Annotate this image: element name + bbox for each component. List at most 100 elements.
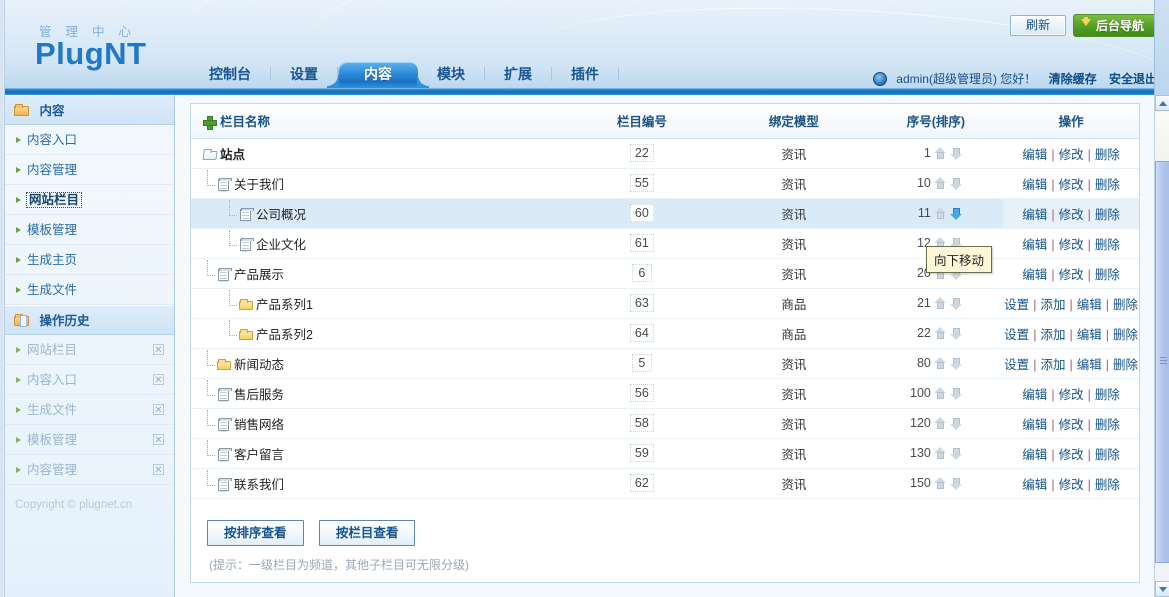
action-link-编辑[interactable]: 编辑 — [1076, 297, 1102, 312]
action-link-删除[interactable]: 删除 — [1094, 237, 1120, 252]
move-down-icon[interactable] — [949, 327, 963, 340]
action-link-编辑[interactable]: 编辑 — [1022, 147, 1048, 162]
history-item-模板管理[interactable]: 模板管理 ✕ — [5, 425, 174, 455]
action-link-删除[interactable]: 删除 — [1094, 477, 1120, 492]
backend-nav-button[interactable]: 后台导航 — [1073, 14, 1156, 37]
sidebar-item-内容入口[interactable]: 内容入口 — [5, 125, 174, 155]
move-up-icon[interactable] — [933, 357, 947, 370]
action-link-编辑[interactable]: 编辑 — [1022, 177, 1048, 192]
action-link-删除[interactable]: 删除 — [1094, 177, 1120, 192]
action-link-设置[interactable]: 设置 — [1004, 327, 1030, 342]
table-row[interactable]: 产品展示 6 资讯 20 编辑 | 修改 | 删除 — [191, 258, 1139, 289]
sidebar-item-生成主页[interactable]: 生成主页 — [5, 245, 174, 275]
refresh-button[interactable]: 刷新 — [1010, 15, 1066, 36]
vertical-scrollbar[interactable] — [1154, 95, 1169, 597]
remove-history-icon[interactable]: ✕ — [153, 404, 164, 416]
scroll-down-button[interactable] — [1155, 581, 1169, 597]
action-link-编辑[interactable]: 编辑 — [1022, 237, 1048, 252]
remove-history-icon[interactable]: ✕ — [153, 374, 164, 386]
sidebar-item-模板管理[interactable]: 模板管理 — [5, 215, 174, 245]
move-down-icon[interactable] — [949, 177, 963, 190]
action-link-删除[interactable]: 删除 — [1112, 357, 1138, 372]
move-up-icon[interactable] — [933, 417, 947, 430]
action-link-编辑[interactable]: 编辑 — [1022, 387, 1048, 402]
history-item-内容管理[interactable]: 内容管理 ✕ — [5, 455, 174, 485]
view-by-sort-button[interactable]: 按排序查看 — [207, 520, 304, 546]
action-link-修改[interactable]: 修改 — [1058, 387, 1084, 402]
logout-link[interactable]: 安全退出 — [1108, 72, 1157, 86]
remove-history-icon[interactable]: ✕ — [153, 464, 164, 476]
table-row[interactable]: 企业文化 61 资讯 12 编辑 | 修改 | 删除 — [191, 228, 1139, 259]
move-up-icon[interactable] — [933, 477, 947, 490]
move-up-icon[interactable] — [933, 177, 947, 190]
move-down-icon[interactable] — [949, 297, 963, 310]
move-down-icon[interactable] — [949, 417, 963, 430]
action-link-修改[interactable]: 修改 — [1058, 447, 1084, 462]
table-row[interactable]: 客户留言 59 资讯 130 编辑 | 修改 | 删除 — [191, 438, 1139, 469]
tab-modules[interactable]: 模块 — [437, 66, 465, 82]
column-name-label[interactable]: 站点 — [220, 147, 246, 162]
column-name-label[interactable]: 关于我们 — [234, 177, 285, 192]
column-name-label[interactable]: 售后服务 — [234, 387, 285, 402]
table-row[interactable]: 站点 22 资讯 1 编辑 | 修改 | 删除 — [191, 138, 1139, 169]
action-link-编辑[interactable]: 编辑 — [1022, 267, 1048, 282]
scrollbar-thumb[interactable] — [1155, 161, 1169, 563]
table-row[interactable]: 销售网络 58 资讯 120 编辑 | 修改 | 删除 — [191, 408, 1139, 439]
action-link-添加[interactable]: 添加 — [1040, 297, 1066, 312]
action-link-添加[interactable]: 添加 — [1040, 327, 1066, 342]
action-link-修改[interactable]: 修改 — [1058, 177, 1084, 192]
action-link-编辑[interactable]: 编辑 — [1076, 357, 1102, 372]
move-down-icon[interactable] — [949, 147, 963, 160]
tab-plugins[interactable]: 插件 — [571, 66, 599, 82]
action-link-编辑[interactable]: 编辑 — [1022, 477, 1048, 492]
action-link-删除[interactable]: 删除 — [1094, 207, 1120, 222]
action-link-删除[interactable]: 删除 — [1112, 297, 1138, 312]
action-link-修改[interactable]: 修改 — [1058, 477, 1084, 492]
column-name-label[interactable]: 客户留言 — [234, 447, 285, 462]
column-name-label[interactable]: 公司概况 — [256, 207, 307, 222]
action-link-添加[interactable]: 添加 — [1040, 357, 1066, 372]
history-item-生成文件[interactable]: 生成文件 ✕ — [5, 395, 174, 425]
add-plus-icon[interactable] — [203, 116, 217, 131]
table-row[interactable]: 售后服务 56 资讯 100 编辑 | 修改 | 删除 — [191, 378, 1139, 409]
action-link-设置[interactable]: 设置 — [1004, 357, 1030, 372]
action-link-删除[interactable]: 删除 — [1094, 447, 1120, 462]
column-name-label[interactable]: 销售网络 — [234, 417, 285, 432]
action-link-删除[interactable]: 删除 — [1094, 147, 1120, 162]
action-link-修改[interactable]: 修改 — [1058, 147, 1084, 162]
move-up-icon[interactable] — [933, 387, 947, 400]
action-link-编辑[interactable]: 编辑 — [1022, 207, 1048, 222]
table-row[interactable]: 公司概况 60 资讯 11 编辑 | 修改 | 删除 — [191, 198, 1139, 229]
move-down-icon[interactable] — [949, 447, 963, 460]
sidebar-item-网站栏目[interactable]: 网站栏目 — [5, 185, 174, 215]
move-up-icon[interactable] — [933, 297, 947, 310]
tab-content[interactable]: 内容 — [327, 62, 429, 88]
move-down-icon[interactable] — [949, 477, 963, 490]
sidebar-item-生成文件[interactable]: 生成文件 — [5, 275, 174, 305]
action-link-修改[interactable]: 修改 — [1058, 237, 1084, 252]
column-name-label[interactable]: 产品系列1 — [256, 297, 313, 312]
view-by-column-button[interactable]: 按栏目查看 — [318, 520, 416, 546]
tab-extensions[interactable]: 扩展 — [504, 66, 532, 82]
column-name-label[interactable]: 联系我们 — [234, 477, 285, 492]
sidebar-item-内容管理[interactable]: 内容管理 — [5, 155, 174, 185]
tab-settings[interactable]: 设置 — [290, 66, 318, 82]
table-row[interactable]: 新闻动态 5 资讯 80 设置 | 添加 | 编辑 | 删除 — [191, 348, 1139, 379]
action-link-修改[interactable]: 修改 — [1058, 267, 1084, 282]
action-link-设置[interactable]: 设置 — [1004, 297, 1030, 312]
action-link-编辑[interactable]: 编辑 — [1022, 417, 1048, 432]
move-down-icon[interactable] — [949, 207, 963, 220]
history-item-内容入口[interactable]: 内容入口 ✕ — [5, 365, 174, 395]
action-link-编辑[interactable]: 编辑 — [1022, 447, 1048, 462]
table-row[interactable]: 联系我们 62 资讯 150 编辑 | 修改 | 删除 — [191, 468, 1139, 499]
move-up-icon[interactable] — [933, 327, 947, 340]
move-down-icon[interactable] — [949, 357, 963, 370]
scroll-up-button[interactable] — [1155, 95, 1169, 111]
column-name-label[interactable]: 企业文化 — [256, 237, 307, 252]
clear-cache-link[interactable]: 清除缓存 — [1048, 72, 1097, 86]
column-name-label[interactable]: 产品系列2 — [256, 327, 313, 342]
move-up-icon[interactable] — [933, 447, 947, 460]
scrollbar-track[interactable] — [1155, 112, 1169, 160]
tab-console[interactable]: 控制台 — [209, 66, 251, 82]
history-item-网站栏目[interactable]: 网站栏目 ✕ — [5, 335, 174, 365]
